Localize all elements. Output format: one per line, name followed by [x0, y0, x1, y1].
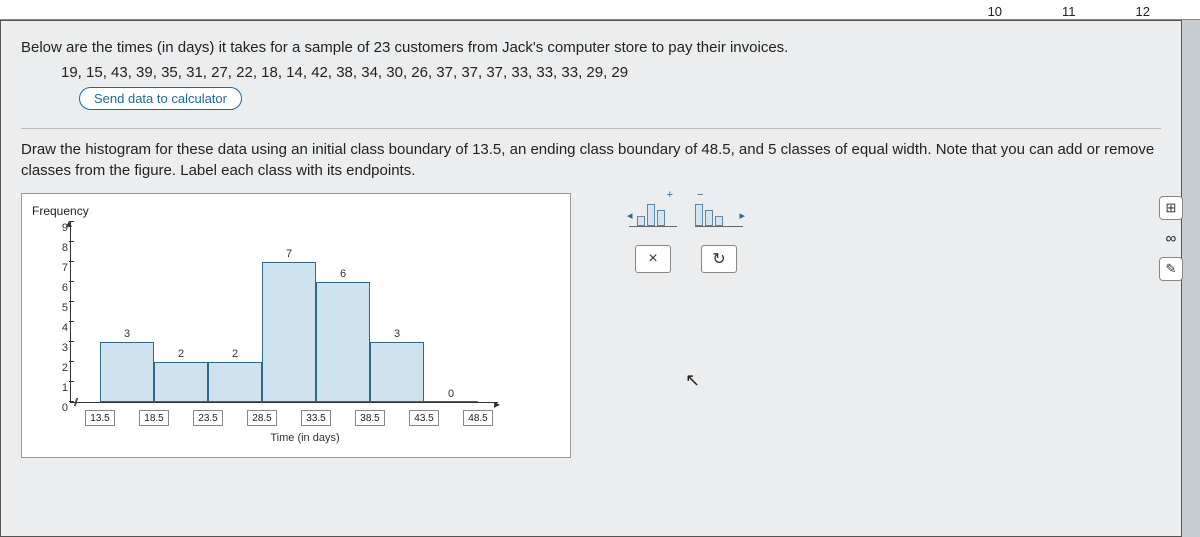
histogram-bar[interactable]	[154, 362, 208, 402]
bar-value-label: 2	[178, 348, 184, 360]
prompt-line1: Below are the times (in days) it takes f…	[21, 39, 1161, 56]
y-tick-label: 1	[62, 382, 68, 394]
y-tick-label: 5	[62, 302, 68, 314]
bar-value-label: 6	[340, 268, 346, 280]
infinity-icon[interactable]: ∞	[1166, 230, 1177, 247]
nav-item[interactable]: 10	[988, 4, 1002, 19]
bar-value-label: 3	[124, 328, 130, 340]
x-axis-title: Time (in days)	[70, 432, 540, 444]
histogram-bar[interactable]	[100, 342, 154, 402]
class-boundary-input[interactable]: 23.5	[193, 410, 223, 426]
notes-icon[interactable]: ✎	[1159, 257, 1183, 281]
x-axis-line	[70, 402, 498, 403]
bar-value-label: 3	[394, 328, 400, 340]
prompt-data: 19, 15, 43, 39, 35, 31, 27, 22, 18, 14, …	[61, 64, 1161, 81]
y-tick-label: 2	[62, 362, 68, 374]
class-boundary-input[interactable]: 28.5	[247, 410, 277, 426]
cursor-icon: ↖	[685, 370, 700, 391]
y-axis-ticks: 0123456789	[54, 222, 70, 402]
close-icon: ×	[648, 250, 657, 268]
y-tick-label: 9	[62, 222, 68, 234]
question-panel: Below are the times (in days) it takes f…	[0, 20, 1182, 537]
class-boundary-input[interactable]: 33.5	[301, 410, 331, 426]
histogram-bar[interactable]	[208, 362, 262, 402]
calculator-icon[interactable]: ⊞	[1159, 196, 1183, 220]
nav-item[interactable]: 11	[1062, 4, 1076, 19]
reset-icon: ↻	[712, 249, 725, 269]
y-tick-label: 8	[62, 242, 68, 254]
histogram-bar[interactable]	[316, 282, 370, 402]
plot-area[interactable]: 3 2 2 7 6 3 0	[70, 222, 540, 402]
work-area: Frequency ▴ 0123456789 3227630 // ▸ Time…	[21, 193, 1161, 458]
axis-break-icon: //	[74, 397, 76, 409]
add-class-left-button[interactable]: ◂ +	[629, 193, 677, 227]
y-tick-label: 3	[62, 342, 68, 354]
histogram-chart[interactable]: Frequency ▴ 0123456789 3227630 // ▸ Time…	[21, 193, 571, 458]
instructions: Draw the histogram for these data using …	[21, 128, 1161, 181]
class-boundary-input[interactable]: 43.5	[409, 410, 439, 426]
add-class-right-button[interactable]: ▸ −	[695, 193, 743, 227]
class-boundary-input[interactable]: 13.5	[85, 410, 115, 426]
x-axis-arrow-icon: ▸	[494, 397, 500, 411]
class-boundary-input[interactable]: 18.5	[139, 410, 169, 426]
send-data-button[interactable]: Send data to calculator	[79, 87, 242, 110]
nav-item[interactable]: 12	[1136, 4, 1150, 19]
class-boundary-input[interactable]: 48.5	[463, 410, 493, 426]
class-boundary-input[interactable]: 38.5	[355, 410, 385, 426]
bar-value-label: 0	[448, 388, 454, 400]
side-toolbar: ⊞ ∞ ✎	[1159, 196, 1183, 281]
bar-value-label: 2	[232, 348, 238, 360]
y-tick-label: 6	[62, 282, 68, 294]
y-axis-title: Frequency	[32, 204, 89, 218]
bar-value-label: 7	[286, 248, 292, 260]
histogram-bar[interactable]	[262, 262, 316, 402]
y-tick-label: 4	[62, 322, 68, 334]
histogram-bar[interactable]	[370, 342, 424, 402]
y-tick-label: 7	[62, 262, 68, 274]
top-nav: 10 11 12	[0, 0, 1200, 20]
reset-button[interactable]: ↻	[701, 245, 737, 273]
y-tick-label: 0	[62, 402, 68, 414]
clear-button[interactable]: ×	[635, 245, 671, 273]
histogram-controls: ◂ + ▸ − × ↻	[621, 193, 751, 273]
